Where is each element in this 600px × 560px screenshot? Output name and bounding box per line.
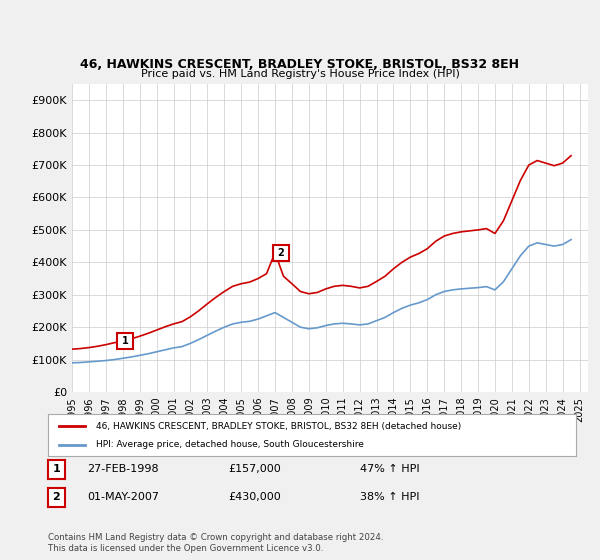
Text: 1: 1 — [53, 464, 60, 474]
Text: HPI: Average price, detached house, South Gloucestershire: HPI: Average price, detached house, Sout… — [95, 440, 364, 449]
Text: Contains HM Land Registry data © Crown copyright and database right 2024.
This d: Contains HM Land Registry data © Crown c… — [48, 533, 383, 553]
Text: £157,000: £157,000 — [228, 464, 281, 474]
Text: 2: 2 — [53, 492, 60, 502]
Text: 46, HAWKINS CRESCENT, BRADLEY STOKE, BRISTOL, BS32 8EH: 46, HAWKINS CRESCENT, BRADLEY STOKE, BRI… — [80, 58, 520, 71]
Text: 47% ↑ HPI: 47% ↑ HPI — [360, 464, 419, 474]
Text: £430,000: £430,000 — [228, 492, 281, 502]
Text: 2: 2 — [277, 248, 284, 258]
Text: 46, HAWKINS CRESCENT, BRADLEY STOKE, BRISTOL, BS32 8EH (detached house): 46, HAWKINS CRESCENT, BRADLEY STOKE, BRI… — [95, 422, 461, 431]
Text: 27-FEB-1998: 27-FEB-1998 — [87, 464, 158, 474]
Text: 1: 1 — [122, 336, 128, 346]
Text: 38% ↑ HPI: 38% ↑ HPI — [360, 492, 419, 502]
Text: 01-MAY-2007: 01-MAY-2007 — [87, 492, 159, 502]
Text: Price paid vs. HM Land Registry's House Price Index (HPI): Price paid vs. HM Land Registry's House … — [140, 69, 460, 79]
